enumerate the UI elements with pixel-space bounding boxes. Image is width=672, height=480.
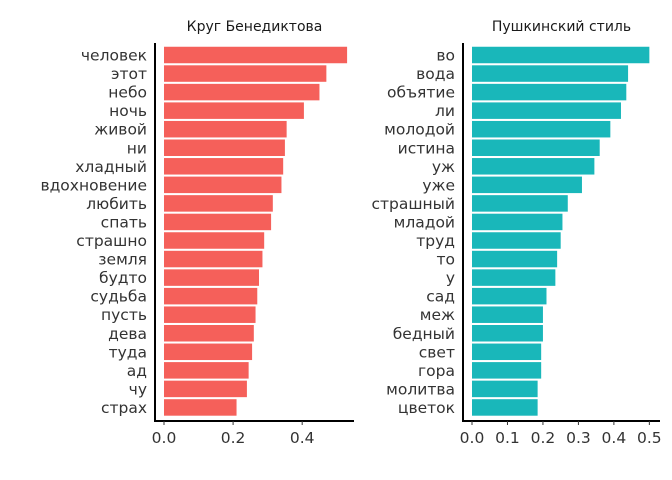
- bar: [164, 380, 247, 398]
- bar: [164, 399, 237, 416]
- category-label: меж: [420, 306, 455, 324]
- category-label: сад: [426, 288, 455, 306]
- bar: [164, 139, 285, 156]
- panel-title: Круг Бенедиктова: [187, 19, 323, 35]
- category-label: бедный: [393, 325, 455, 343]
- bar: [472, 325, 543, 342]
- bar: [472, 83, 627, 101]
- x-tick-label: 0.1: [495, 429, 520, 447]
- bar: [472, 102, 621, 119]
- bar: [164, 250, 263, 268]
- category-label: свет: [419, 343, 455, 361]
- bar: [472, 120, 611, 138]
- category-label: то: [436, 251, 455, 269]
- category-label: уже: [422, 176, 455, 194]
- bar: [164, 120, 287, 138]
- bar: [164, 325, 254, 342]
- category-label: труд: [416, 232, 455, 250]
- bar: [472, 232, 561, 249]
- bar: [472, 362, 542, 379]
- bar: [472, 213, 563, 231]
- category-label: ночь: [109, 102, 147, 120]
- category-label: судьба: [90, 288, 147, 306]
- category-label: младой: [394, 213, 455, 231]
- category-label: ни: [127, 139, 147, 157]
- bar: [164, 343, 253, 361]
- category-label: спать: [101, 213, 147, 231]
- bar: [472, 46, 650, 64]
- bar: [472, 195, 568, 212]
- bar: [164, 176, 282, 194]
- bar: [472, 139, 600, 156]
- bar: [472, 306, 543, 323]
- bar: [164, 269, 259, 286]
- category-label: живой: [94, 121, 147, 139]
- category-label: молодой: [384, 121, 455, 139]
- category-label: во: [436, 47, 455, 65]
- category-label: туда: [109, 343, 147, 361]
- category-label: гора: [418, 362, 455, 380]
- bar: [164, 362, 249, 379]
- bar: [472, 287, 547, 305]
- bar: [472, 176, 582, 194]
- bar: [472, 399, 538, 416]
- bar: [472, 343, 542, 361]
- x-tick-label: 0.0: [152, 429, 177, 447]
- bar: [472, 269, 556, 286]
- category-label: уж: [432, 158, 455, 176]
- category-label: пусть: [101, 306, 147, 324]
- bar: [472, 250, 558, 268]
- x-tick-label: 0.4: [290, 429, 315, 447]
- bar: [164, 102, 304, 119]
- category-label: цветок: [398, 399, 455, 417]
- category-label: чу: [129, 380, 147, 398]
- category-label: объятие: [387, 84, 455, 102]
- bar: [164, 46, 348, 64]
- category-label: у: [446, 269, 455, 287]
- category-label: земля: [98, 251, 147, 269]
- x-tick-label: 0.2: [531, 429, 556, 447]
- category-label: страшно: [76, 232, 147, 250]
- bar: [164, 287, 258, 305]
- panel-title: Пушкинский стиль: [492, 19, 631, 35]
- x-tick-label: 0.4: [602, 429, 627, 447]
- category-label: небо: [108, 84, 147, 102]
- category-label: этот: [111, 65, 147, 83]
- bar: [164, 213, 272, 231]
- bar: [164, 232, 265, 249]
- category-label: хладный: [75, 158, 147, 176]
- bar: [164, 195, 273, 212]
- category-label: ли: [435, 102, 455, 120]
- x-tick-label: 0.2: [221, 429, 246, 447]
- chart-panel-2: Пушкинский стиль воводаобъятиелимолодойис…: [371, 19, 661, 447]
- category-label: страх: [101, 399, 147, 417]
- category-label: истина: [398, 139, 455, 157]
- x-tick-label: 0.5: [637, 429, 662, 447]
- chart-panel-1: Круг Бенедиктова человекэтотнебоночьживой…: [40, 19, 354, 447]
- bar: [472, 158, 595, 175]
- category-label: будто: [99, 269, 147, 287]
- category-label: любить: [86, 195, 147, 213]
- bar: [164, 306, 256, 323]
- category-label: страшный: [371, 195, 455, 213]
- category-label: дева: [108, 325, 147, 343]
- bar: [164, 83, 320, 101]
- x-tick-label: 0.0: [460, 429, 485, 447]
- bar: [164, 65, 327, 82]
- category-label: вдохновение: [40, 176, 147, 194]
- bar: [472, 380, 538, 398]
- category-label: вода: [416, 65, 455, 83]
- category-label: молитва: [386, 380, 455, 398]
- bar: [164, 158, 284, 175]
- bar: [472, 65, 629, 82]
- category-label: ад: [127, 362, 147, 380]
- x-tick-label: 0.3: [566, 429, 591, 447]
- category-label: человек: [81, 47, 147, 65]
